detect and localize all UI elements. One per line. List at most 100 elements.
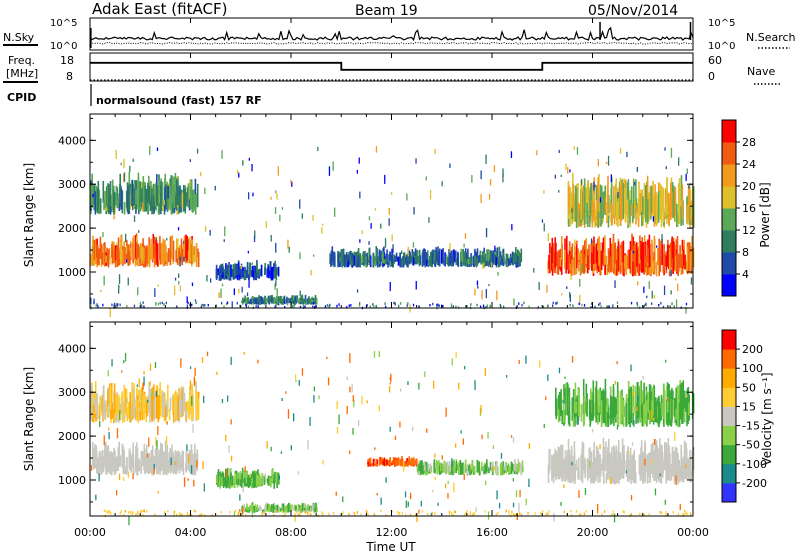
velocity-cell	[674, 447, 677, 481]
power-cell	[137, 244, 139, 258]
velocity-feature	[416, 458, 524, 476]
power-cell	[672, 241, 675, 272]
velocity-cell	[664, 442, 666, 471]
power-cell	[377, 256, 380, 267]
velocity-cell	[260, 506, 262, 510]
power-cell	[257, 305, 259, 308]
power-cell	[192, 189, 195, 212]
power-cell	[239, 304, 241, 308]
velocity-cell	[686, 512, 688, 516]
power-cell	[595, 243, 598, 264]
power-cell	[312, 305, 314, 308]
velocity-cell	[313, 395, 315, 403]
power-cell	[165, 184, 167, 209]
power-cell	[324, 305, 327, 308]
velocity-cell	[418, 509, 420, 514]
power-cell	[291, 181, 293, 187]
freq-traces	[90, 61, 693, 81]
velocity-cell	[622, 400, 625, 426]
power-cell	[665, 204, 667, 217]
power-cell	[537, 306, 539, 309]
power-cell	[117, 303, 119, 306]
power-cell	[600, 202, 602, 227]
velocity-cell	[164, 465, 167, 475]
power-cell	[187, 183, 190, 208]
velocity-cell	[610, 477, 612, 485]
power-cell	[194, 200, 197, 215]
power-cell	[171, 175, 174, 203]
power-cell	[344, 255, 346, 263]
power-cell	[374, 208, 376, 211]
power-cell	[400, 302, 402, 305]
velocity-cell	[107, 389, 109, 417]
velocity-cell	[299, 507, 302, 513]
velocity-cell	[202, 461, 204, 470]
power-cell	[115, 245, 117, 261]
velocity-cell	[175, 461, 177, 465]
velocity-cell	[639, 512, 641, 516]
power-cell	[512, 254, 515, 262]
velocity-colorbar-label: -200	[742, 477, 767, 490]
velocity-cell	[453, 459, 455, 472]
velocity-cell	[162, 391, 164, 416]
power-cell	[662, 263, 665, 273]
power-cell	[509, 259, 511, 265]
power-cell	[469, 256, 471, 262]
power-cell	[183, 240, 185, 244]
power-cell	[304, 301, 307, 305]
velocity-cell	[197, 398, 200, 411]
power-cell	[482, 263, 484, 269]
power-cell	[149, 200, 152, 212]
velocity-cell	[412, 426, 414, 432]
power-cell	[191, 282, 194, 287]
velocity-cell	[692, 393, 695, 414]
power-cell	[329, 253, 331, 264]
power-cell	[491, 253, 494, 266]
power-cell	[108, 247, 111, 259]
power-cell	[315, 297, 318, 304]
velocity-cell	[143, 371, 145, 375]
power-cell	[577, 183, 579, 222]
power-cell	[161, 184, 164, 206]
velocity-cell	[684, 461, 686, 480]
power-cell	[120, 188, 123, 210]
power-cell	[429, 189, 432, 200]
power-cell	[679, 245, 681, 268]
power-cell	[424, 249, 426, 264]
velocity-cell	[261, 509, 264, 513]
velocity-cell	[296, 508, 299, 513]
velocity-cell	[682, 402, 684, 424]
power-cell	[578, 204, 580, 219]
power-cell	[511, 224, 513, 231]
velocity-cell	[365, 509, 368, 513]
power-cell	[343, 261, 346, 268]
power-cell	[453, 249, 455, 262]
velocity-cell	[180, 513, 182, 517]
velocity-cell	[442, 467, 444, 472]
velocity-cell	[303, 503, 306, 510]
velocity-cell	[266, 478, 269, 483]
power-cell	[690, 205, 692, 220]
power-cell	[308, 296, 310, 305]
power-cell	[457, 251, 459, 266]
power-cell	[497, 271, 499, 276]
velocity-cell	[116, 428, 119, 439]
velocity-cell	[297, 513, 299, 516]
power-cell	[139, 302, 141, 305]
velocity-cell	[417, 469, 420, 475]
velocity-cell	[142, 514, 144, 517]
power-cell	[160, 242, 163, 265]
power-cell	[516, 256, 519, 268]
velocity-cell	[383, 460, 385, 465]
velocity-cell	[683, 390, 686, 422]
velocity-cell	[511, 511, 513, 514]
velocity-cell	[587, 461, 589, 466]
velocity-cell	[464, 459, 467, 471]
freq-trace	[90, 61, 693, 71]
velocity-cell	[528, 443, 530, 449]
power-cell	[649, 267, 651, 276]
power-cell	[513, 252, 516, 265]
power-cell	[583, 304, 586, 307]
power-cell	[652, 195, 655, 221]
